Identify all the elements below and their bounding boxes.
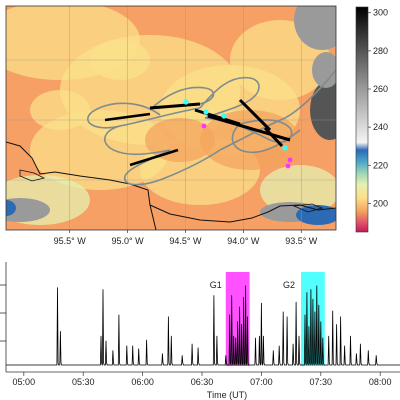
map-x-tick-label: 95.5° W (54, 236, 87, 246)
cold-cloud (6, 200, 16, 216)
colorbar-tick-labels: 300 280 260 240 220 200 (368, 8, 388, 208)
highlight-spans (225, 272, 325, 366)
cloud-particle-segment (104, 112, 151, 122)
g2-marker (221, 113, 227, 119)
colorbar: 300 280 260 240 220 200 (355, 6, 388, 233)
flight-track-segment (199, 76, 260, 119)
coastline-west (6, 141, 157, 230)
ts-x-tick-label: 06:00 (131, 377, 154, 387)
cold-cloud (6, 198, 50, 222)
colorbar-tick-label: 300 (373, 8, 388, 18)
cold-cloud (294, 6, 336, 50)
ts-x-tick-label: 06:30 (191, 377, 214, 387)
cloud-particle-segment (263, 126, 284, 148)
map-frame (5, 5, 337, 231)
map-x-tick-label: 94.0° W (227, 236, 260, 246)
cloud-particle-segment (238, 98, 272, 132)
ts-x-tick-labels: 05:00 05:30 06:00 06:30 07:00 07:30 08:00 (13, 372, 392, 387)
ts-x-tick-label: 07:00 (250, 377, 273, 387)
map-x-tick-label: 95.0° W (112, 236, 145, 246)
map-x-tick-labels: 95.5° W 95.0° W 94.5° W 94.0° W 93.5° W (54, 230, 318, 246)
flight-track-segment (87, 102, 201, 129)
g2-marker (203, 109, 209, 115)
ts-x-axis-label: Time (UT) (207, 390, 247, 400)
coastline-south (149, 204, 336, 223)
map-x-tick-label: 93.5° W (285, 236, 318, 246)
coastline (6, 141, 336, 230)
colorbar-tick-label: 240 (373, 122, 388, 132)
flight-track-segment (231, 123, 301, 154)
cold-cloud (310, 80, 336, 140)
g2-marker (282, 145, 288, 151)
colorbar-tick-label: 220 (373, 160, 388, 170)
colorbar-bar (355, 6, 369, 233)
colorbar-tick-label: 260 (373, 84, 388, 94)
cloud-cell (200, 110, 300, 170)
cold-cloud (296, 205, 336, 225)
ts-x-tick-label: 08:00 (369, 377, 392, 387)
g2-label: G2 (283, 280, 295, 290)
g1-label: G1 (210, 280, 222, 290)
coastline-bay (292, 203, 324, 213)
map-panel: 95.5° W 95.0° W 94.5° W 94.0° W 93.5° W (5, 5, 337, 246)
ts-x-tick-label: 05:00 (13, 377, 36, 387)
flight-track-segment (219, 69, 336, 151)
cloud-cell (30, 90, 90, 130)
cloud-particle-segment (129, 148, 179, 167)
ts-x-tick-label: 07:30 (310, 377, 333, 387)
g1-marker (287, 157, 293, 163)
flight-track-segment (124, 149, 221, 186)
colorbar-tick-label: 280 (373, 46, 388, 56)
g1-marker (285, 163, 291, 169)
map-grid (6, 6, 336, 230)
flight-track-segment (104, 125, 171, 156)
g2-marker (183, 99, 189, 105)
flight-track-segment (149, 86, 215, 111)
coastline-island (19, 169, 46, 182)
flight-track-markers (104, 98, 293, 169)
time-series-line (6, 285, 400, 366)
cloud-particle-segment (149, 102, 201, 110)
cold-cloud (312, 52, 336, 88)
ts-x-tick-label: 05:30 (72, 377, 95, 387)
cloud-cell (260, 165, 336, 215)
flight-track (87, 69, 336, 186)
g1-marker (201, 123, 207, 129)
cloud-particle-segment (207, 114, 291, 142)
map-clip (6, 6, 336, 230)
colorbar-tick-label: 200 (373, 198, 388, 208)
time-series-panel: 05:00 05:30 06:00 06:30 07:00 07:30 08:00 G1 G… (0, 262, 400, 400)
cloud-cell (30, 110, 170, 190)
map-x-tick-label: 94.5° W (169, 236, 202, 246)
